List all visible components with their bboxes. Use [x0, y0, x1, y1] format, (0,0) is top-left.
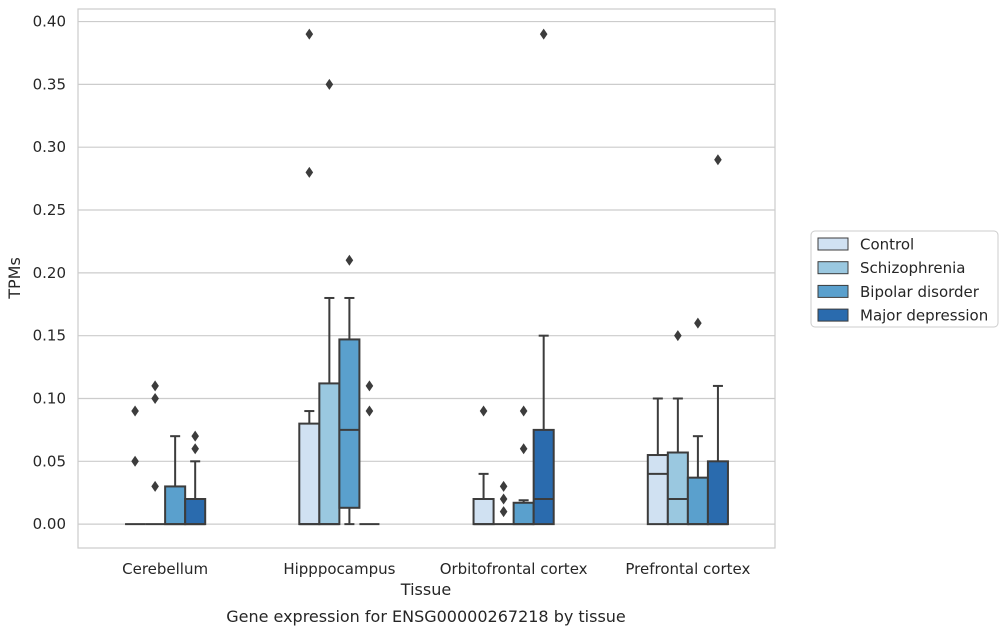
outlier-point — [539, 28, 548, 40]
outlier-point — [519, 443, 528, 455]
box-body — [184, 498, 207, 526]
box-body — [512, 501, 535, 526]
chart-caption: Gene expression for ENSG00000267218 by t… — [226, 607, 626, 626]
outlier-point — [151, 480, 159, 492]
box-body — [686, 476, 709, 526]
y-tick-label: 0.25 — [33, 201, 66, 219]
boxes — [125, 296, 729, 526]
y-axis-ticks: 0.00 0.05 0.10 0.15 0.20 0.25 0.30 0.35 0.40 — [33, 13, 66, 534]
x-axis-ticks: Cerebellum Hipppocampus Orbitofrontal cort… — [122, 560, 750, 578]
outlier-point — [365, 405, 374, 417]
x-tick-label: Cerebellum — [122, 560, 208, 578]
box-3-2 — [686, 435, 709, 526]
box-body — [298, 422, 321, 526]
y-tick-label: 0.40 — [33, 13, 66, 31]
box-1-0 — [298, 410, 321, 526]
outlier-point — [499, 506, 508, 518]
box-body — [646, 454, 669, 526]
box-body — [472, 498, 495, 526]
box-1-2 — [338, 296, 361, 526]
outlier-point — [305, 166, 314, 178]
y-tick-label: 0.10 — [33, 389, 66, 407]
outlier-point — [519, 405, 528, 417]
y-tick-label: 0.30 — [33, 138, 66, 156]
outlier-point — [674, 330, 682, 342]
box-3-1 — [666, 397, 689, 526]
outlier-point — [499, 493, 508, 505]
outlier-point — [345, 254, 354, 266]
x-tick-label: Hipppocampus — [283, 560, 395, 578]
box-3-0 — [646, 397, 669, 526]
y-axis-label: TPMs — [5, 257, 24, 300]
box-2-2 — [512, 499, 535, 526]
outlier-point — [151, 380, 159, 392]
x-tick-label: Orbitofrontal cortex — [440, 560, 588, 578]
grid — [78, 20, 775, 525]
box-body — [338, 338, 361, 509]
outlier-point — [365, 380, 374, 392]
box-body — [706, 460, 729, 526]
box-body — [318, 382, 341, 526]
outlier-point — [499, 480, 508, 492]
x-tick-label: Prefrontal cortex — [625, 560, 750, 578]
outlier-point — [694, 317, 702, 329]
fliers — [131, 28, 722, 518]
legend-swatch — [817, 308, 849, 322]
legend-label: Bipolar disorder — [860, 283, 980, 301]
box-body — [666, 451, 689, 526]
outlier-point — [479, 405, 488, 417]
outlier-point — [305, 28, 314, 40]
box-body — [532, 428, 555, 526]
legend-swatch — [817, 237, 849, 251]
box-1-1 — [318, 296, 341, 526]
box-2-0 — [472, 472, 495, 526]
legend-frame — [810, 230, 999, 328]
outlier-point — [151, 392, 159, 404]
plot-frame — [77, 8, 776, 549]
y-tick-label: 0.20 — [33, 264, 66, 282]
legend-swatch — [817, 261, 849, 275]
legend-label: Control — [860, 236, 914, 254]
outlier-point — [191, 443, 199, 455]
box-0-3 — [184, 460, 207, 526]
y-tick-label: 0.35 — [33, 75, 66, 93]
y-tick-label: 0.00 — [33, 515, 66, 533]
outlier-point — [131, 455, 139, 467]
outlier-point — [714, 154, 722, 166]
box-2-3 — [532, 334, 555, 526]
x-axis-label: Tissue — [400, 580, 451, 599]
y-tick-label: 0.05 — [33, 452, 66, 470]
outlier-point — [191, 430, 199, 442]
legend-label: Major depression — [860, 307, 988, 325]
outlier-point — [325, 78, 334, 90]
y-tick-label: 0.15 — [33, 327, 66, 345]
outlier-point — [131, 405, 139, 417]
legend: Control Schizophrenia Bipolar disorder Majo… — [810, 230, 999, 328]
box-0-2 — [164, 435, 187, 526]
box-body — [164, 485, 187, 526]
legend-swatch — [817, 284, 849, 298]
box-3-3 — [706, 384, 729, 526]
legend-label: Schizophrenia — [860, 259, 965, 277]
